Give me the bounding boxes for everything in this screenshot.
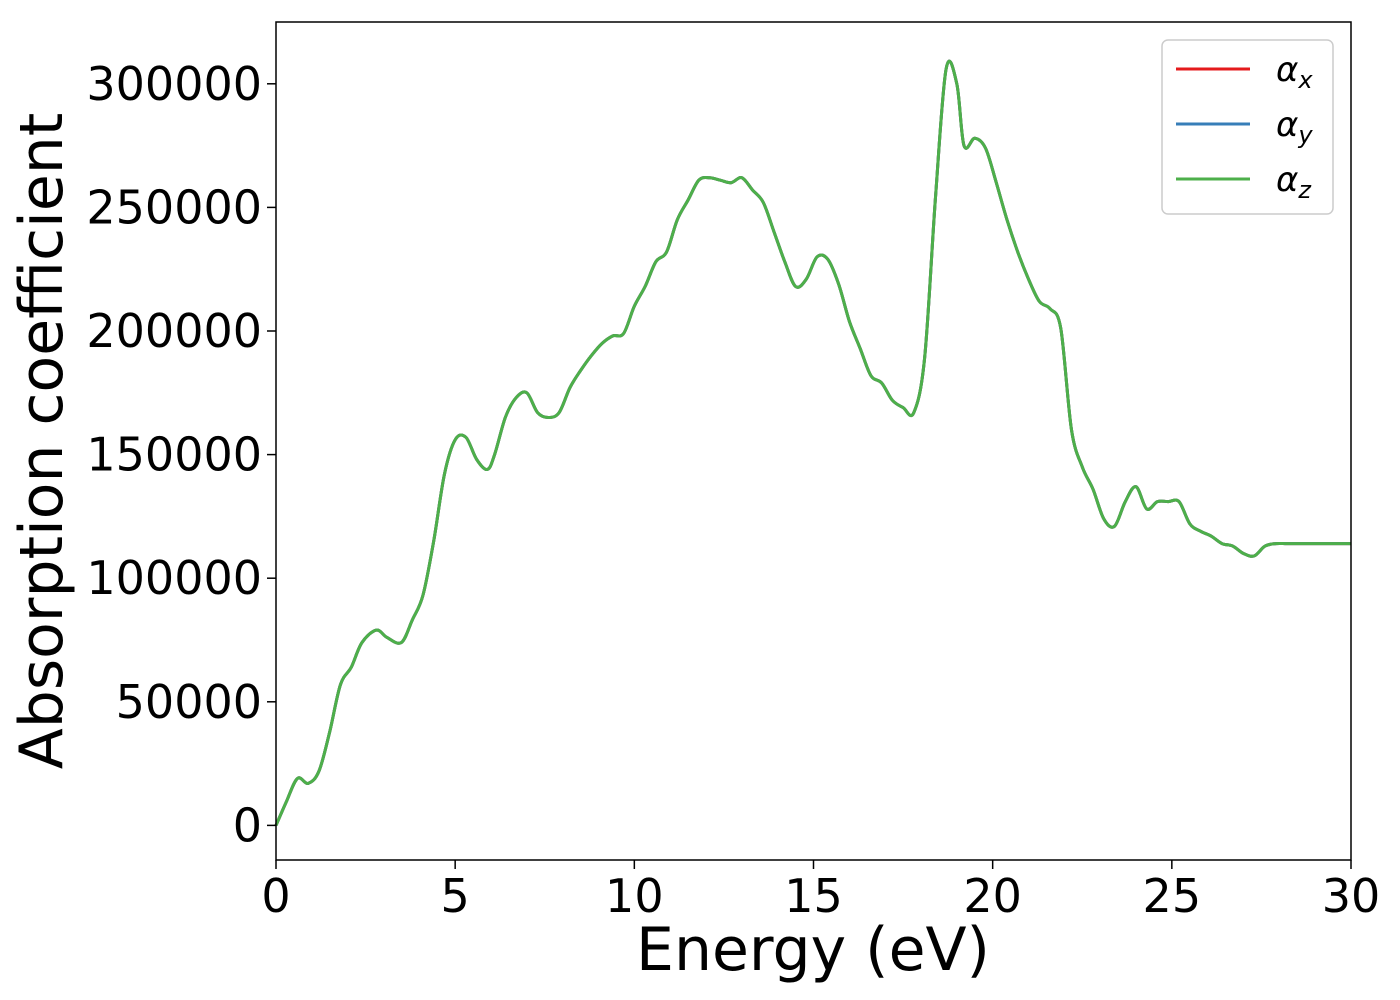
legend-label-z: αz: [1276, 160, 1312, 204]
x-tick-label: 5: [441, 869, 470, 923]
series-layer: [274, 59, 1351, 827]
x-axis-ticks: 0 5 10 15 20 25 30: [261, 860, 1380, 923]
y-tick-label: 200000: [86, 304, 262, 358]
y-tick-label: 100000: [86, 551, 262, 605]
legend-label-x: αx: [1276, 50, 1313, 94]
x-tick-label: 20: [963, 869, 1022, 923]
y-tick-label: 0: [233, 798, 262, 852]
y-tick-label: 300000: [86, 57, 262, 111]
x-tick-label: 25: [1143, 869, 1202, 923]
x-tick-label: 10: [605, 869, 664, 923]
series-line-z: [274, 59, 1351, 827]
x-tick-label: 30: [1322, 869, 1381, 923]
x-tick-label: 0: [261, 869, 290, 923]
legend-box: [1161, 39, 1334, 215]
legend-label-y: αy: [1276, 105, 1313, 149]
x-axis-title: Energy (eV): [636, 915, 990, 985]
y-axis-ticks: 0 50000 100000 150000 200000 250000 300000: [86, 57, 276, 852]
y-axis-title: Absorption coefficient: [7, 113, 77, 770]
legend: αx αy αz: [1161, 39, 1334, 215]
y-tick-label: 250000: [86, 180, 262, 234]
y-tick-label: 50000: [116, 675, 262, 729]
x-tick-label: 15: [784, 869, 843, 923]
y-tick-label: 150000: [86, 428, 262, 482]
